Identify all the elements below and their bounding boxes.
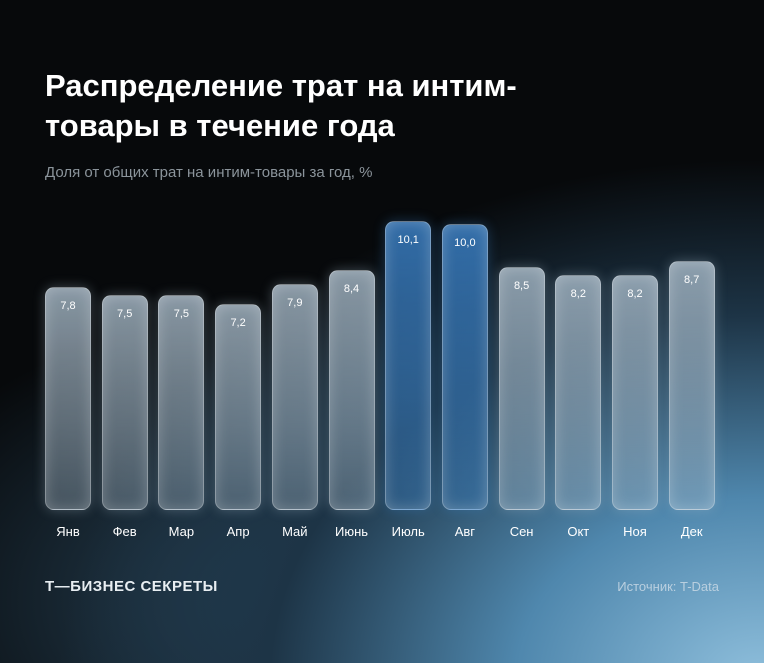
source: Источник: T-Data [617, 579, 719, 594]
x-tick-label: Май [282, 524, 308, 539]
value-label: 8,4 [343, 282, 360, 295]
x-tick-label: Авг [454, 524, 476, 539]
value-label: 8,2 [570, 288, 586, 301]
bar [612, 275, 658, 510]
bar [271, 283, 318, 510]
x-tick-label: Сен [509, 524, 534, 539]
bar [215, 303, 262, 510]
x-tick-label: Июнь [334, 524, 369, 539]
value-label: 10,1 [397, 234, 419, 246]
x-tick-label: Дек [680, 524, 703, 539]
bar [555, 275, 602, 510]
value-label: 7,8 [60, 299, 76, 312]
x-tick-label: Апр [226, 524, 250, 539]
bar [101, 295, 148, 510]
value-label: 8,5 [513, 279, 530, 292]
value-label: 7,9 [287, 296, 303, 309]
bar [328, 269, 375, 510]
bar [498, 266, 545, 510]
value-label: 8,7 [684, 274, 700, 287]
value-label: 7,5 [117, 308, 133, 321]
bar [385, 221, 432, 510]
x-tick-label: Мар [168, 524, 195, 539]
x-tick-label: Июль [391, 524, 425, 539]
bar [45, 286, 91, 510]
brand: Т—БИЗНЕС СЕКРЕТЫ [45, 578, 218, 595]
chart-title: Распределение трат на интим-товары в теч… [45, 68, 517, 143]
value-label: 10,0 [454, 236, 476, 249]
x-tick-label: Окт [567, 524, 590, 539]
bar [441, 223, 488, 510]
x-tick-label: Ноя [623, 524, 647, 539]
bar [668, 261, 715, 510]
value-label: 8,2 [627, 288, 643, 301]
value-label: 7,5 [173, 308, 190, 321]
x-tick-label: Янв [56, 524, 80, 539]
chart-subtitle: Доля от общих трат на интим-товары за го… [45, 164, 373, 181]
x-tick-label: Фев [112, 524, 137, 539]
value-label: 7,2 [230, 316, 246, 329]
bar [158, 295, 205, 510]
